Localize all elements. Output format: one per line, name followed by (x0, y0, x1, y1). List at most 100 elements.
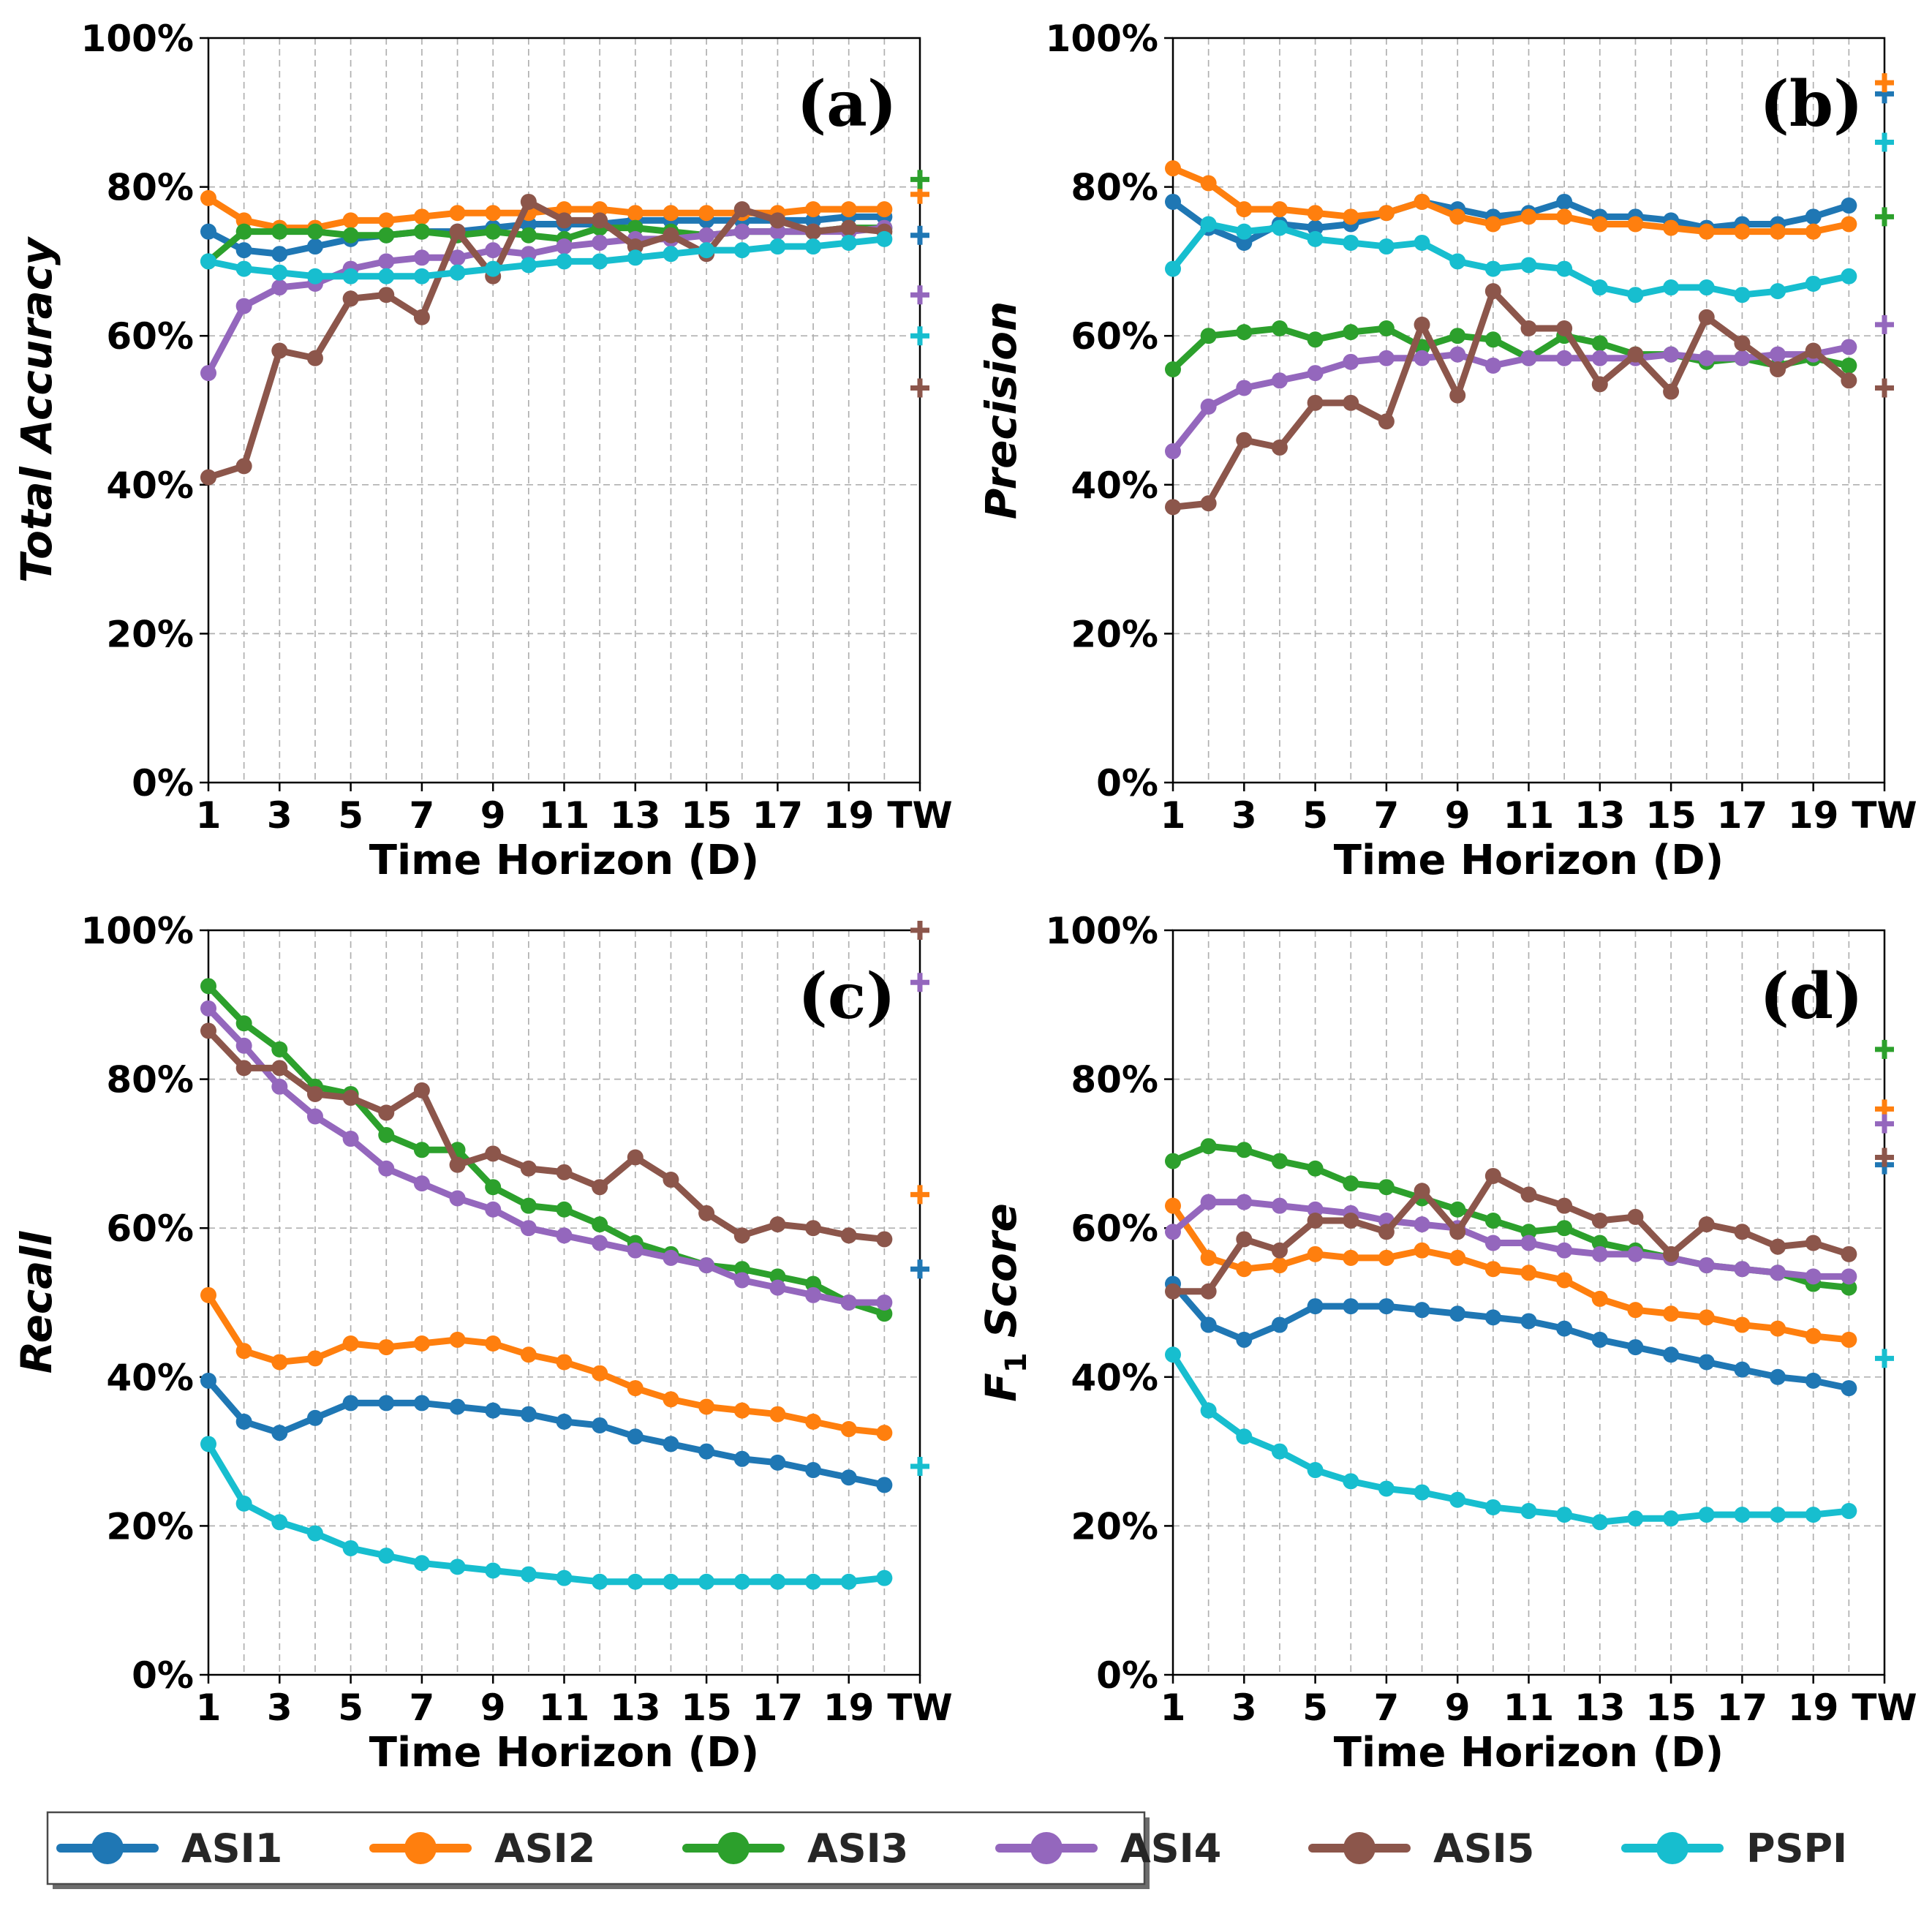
data-point-pspi (1805, 1507, 1822, 1523)
y-axis-label: Recall (12, 1231, 61, 1374)
data-point-asi4 (413, 249, 430, 266)
data-point-asi5 (200, 469, 216, 486)
data-point-asi4 (1414, 1216, 1430, 1233)
data-point-asi1 (378, 1395, 395, 1412)
data-point-pspi (378, 268, 395, 284)
x-tick-label: 13 (1574, 1687, 1626, 1729)
x-tick-label: 3 (267, 794, 293, 837)
data-point-asi5 (1663, 1245, 1680, 1262)
data-point-pspi (1734, 1507, 1751, 1523)
data-point-asi5 (1805, 342, 1822, 359)
data-point-asi4 (1698, 350, 1715, 366)
x-tick-label: 17 (1717, 1687, 1768, 1729)
y-tick-label: 20% (1071, 1505, 1158, 1548)
data-point-pspi (733, 242, 750, 259)
data-point-asi1 (698, 1443, 715, 1460)
data-point-asi2 (556, 201, 573, 218)
data-point-asi3 (1484, 1213, 1501, 1229)
data-point-asi4 (840, 1294, 857, 1311)
series-asi1 (1165, 1155, 1894, 1397)
data-point-asi1 (485, 1402, 502, 1419)
data-point-pspi (342, 268, 359, 284)
data-point-asi1 (1627, 1339, 1644, 1356)
data-point-asi1 (1556, 193, 1573, 210)
data-point-asi2 (1520, 1265, 1537, 1281)
data-point-asi2 (1556, 208, 1573, 225)
data-point-asi2 (1520, 208, 1537, 225)
data-point-asi5 (200, 1022, 216, 1039)
data-point-asi2 (1805, 223, 1822, 240)
y-axis-label-subscript: 1 (1000, 1352, 1033, 1373)
data-point-asi2 (663, 1391, 679, 1408)
data-point-asi4 (1236, 1194, 1253, 1210)
x-tick-label: 19 (1788, 1687, 1839, 1729)
data-point-asi5 (306, 1085, 323, 1102)
data-point-pspi (556, 1569, 573, 1586)
data-point-asi4 (200, 365, 216, 382)
data-point-asi3 (1841, 357, 1857, 374)
tw-marker-asi2 (1875, 73, 1894, 93)
data-point-asi5 (663, 227, 679, 244)
data-point-asi5 (663, 1172, 679, 1188)
data-point-asi2 (556, 1354, 573, 1371)
data-point-asi5 (1343, 1213, 1359, 1229)
tw-marker-asi5 (910, 921, 929, 940)
data-point-asi3 (1307, 331, 1324, 348)
data-point-asi1 (1165, 193, 1181, 210)
data-point-asi2 (1698, 1309, 1715, 1326)
data-point-asi2 (235, 1343, 252, 1360)
data-point-asi4 (1770, 346, 1786, 363)
data-point-asi4 (1307, 365, 1324, 382)
data-point-pspi (1805, 275, 1822, 292)
data-point-asi5 (1414, 1183, 1430, 1199)
data-point-asi3 (200, 978, 216, 995)
series-asi2 (200, 1185, 929, 1442)
data-point-asi3 (1520, 1224, 1537, 1240)
data-point-pspi (342, 1540, 359, 1556)
data-point-asi3 (520, 1197, 537, 1214)
data-point-pspi (200, 253, 216, 270)
data-point-asi3 (1343, 324, 1359, 341)
data-point-pspi (592, 1573, 608, 1590)
data-point-pspi (1449, 1491, 1466, 1508)
data-point-asi5 (413, 309, 430, 325)
data-point-asi2 (840, 201, 857, 218)
series-pspi (200, 1436, 929, 1590)
data-point-asi5 (840, 1227, 857, 1244)
data-point-asi3 (1271, 320, 1288, 337)
legend-item-asi1: ASI1 (56, 1825, 282, 1872)
series-asi3 (1165, 1039, 1894, 1296)
data-point-pspi (1770, 283, 1786, 300)
data-point-asi3 (1449, 328, 1466, 344)
data-point-asi4 (1805, 1268, 1822, 1285)
panel-tag: (c) (798, 960, 896, 1033)
y-tick-label: 20% (1071, 613, 1158, 655)
data-point-asi4 (876, 1294, 893, 1311)
x-tick-label: TW (1852, 1687, 1917, 1729)
y-tick-label: 100% (81, 18, 194, 60)
data-point-asi3 (378, 1126, 395, 1143)
data-point-asi4 (1414, 350, 1430, 366)
data-point-asi3 (1556, 1220, 1573, 1237)
data-point-pspi (876, 230, 893, 247)
data-point-asi4 (1591, 1245, 1608, 1262)
data-point-asi4 (449, 1190, 466, 1207)
data-point-pspi (1484, 260, 1501, 277)
tw-marker-asi4 (910, 973, 929, 992)
y-tick-label: 0% (1096, 1654, 1158, 1697)
data-point-asi3 (733, 1261, 750, 1278)
data-point-pspi (1343, 1473, 1359, 1490)
data-point-asi5 (1200, 1283, 1217, 1300)
data-point-asi5 (1307, 394, 1324, 411)
data-point-asi5 (520, 1160, 537, 1177)
y-axis-label: F1 Score (976, 1203, 1033, 1402)
data-point-pspi (271, 264, 288, 281)
data-point-asi2 (1236, 201, 1253, 218)
data-point-asi4 (1591, 350, 1608, 366)
data-point-asi4 (698, 1257, 715, 1274)
data-point-asi2 (413, 1335, 430, 1352)
data-point-asi2 (1307, 1245, 1324, 1262)
x-tick-label: 3 (1231, 794, 1257, 837)
data-point-asi4 (1165, 442, 1181, 459)
data-point-asi5 (1663, 383, 1680, 400)
